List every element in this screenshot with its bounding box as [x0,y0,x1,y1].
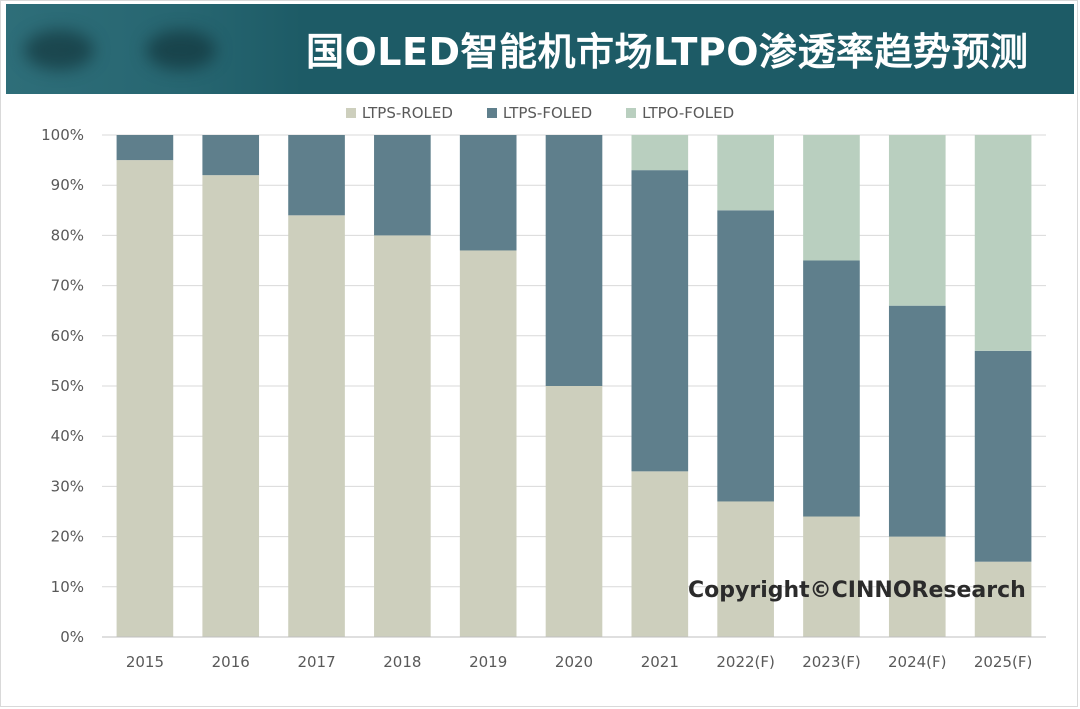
bar-segment-ltps-roled [888,536,946,637]
bar-segment-ltps-roled [545,386,603,637]
y-tick-label: 50% [51,377,84,395]
bar-segment-ltps-roled [374,235,431,637]
bar-segment-ltps-foled [631,170,689,472]
blurred-logo-shape [24,30,94,70]
legend: LTPS-ROLED LTPS-FOLED LTPO-FOLED [0,102,1080,124]
bar-segment-ltps-roled [803,516,860,637]
legend-label: LTPO-FOLED [642,104,735,122]
x-tick-label: 2020 [555,653,593,671]
chart-title: 国OLED智能机市场LTPO渗透率趋势预测 [306,30,1029,74]
bar-segment-ltps-roled [717,501,774,637]
bar-segment-ltps-foled [202,135,260,176]
blurred-logo-shape [146,30,216,70]
bar-segment-ltps-foled [459,135,517,251]
bar-segment-ltps-foled [803,260,860,517]
bar-segment-ltpo-foled [631,135,689,171]
legend-label: LTPS-ROLED [361,104,453,122]
x-tick-label: 2019 [469,653,507,671]
bar-segment-ltps-roled [116,160,174,637]
bar-segment-ltps-roled [974,561,1032,637]
bar-segment-ltps-roled [631,471,689,637]
bar-segment-ltps-roled [288,215,345,637]
x-tick-label: 2024(F) [888,653,947,671]
legend-item-ltps-foled: LTPS-FOLED [486,104,593,122]
x-tick-label: 2016 [212,653,250,671]
bar-segment-ltpo-foled [803,135,860,261]
x-tick-label: 2015 [126,653,164,671]
bar-segment-ltps-foled [374,135,431,236]
legend-swatch [345,108,356,118]
y-tick-label: 70% [51,277,84,295]
y-tick-label: 80% [51,226,84,244]
bar-segment-ltps-roled [202,175,260,637]
x-tick-label: 2025(F) [974,653,1033,671]
y-tick-label: 90% [51,176,84,194]
bar-segment-ltpo-foled [888,135,946,306]
x-tick-label: 2018 [383,653,421,671]
bar-segment-ltps-foled [116,135,174,161]
legend-swatch [486,108,497,118]
bar-segment-ltps-foled [974,350,1032,562]
x-tick-label: 2022(F) [716,653,775,671]
y-tick-label: 20% [51,528,84,546]
y-tick-label: 40% [51,427,84,445]
copyright-watermark: Copyright©CINNOResearch [688,578,1026,603]
bar-segment-ltps-foled [888,305,946,537]
legend-label: LTPS-FOLED [502,104,593,122]
y-tick-label: 30% [51,477,84,495]
y-tick-label: 100% [41,126,84,144]
banner-image-area [6,4,302,94]
y-tick-label: 60% [51,327,84,345]
x-tick-label: 2023(F) [802,653,861,671]
bar-segment-ltps-foled [717,210,774,502]
bar-segment-ltpo-foled [974,135,1032,351]
y-tick-label: 0% [60,628,84,646]
title-banner: 国OLED智能机市场LTPO渗透率趋势预测 [6,4,1074,94]
bar-segment-ltps-foled [288,135,345,216]
x-tick-label: 2021 [641,653,679,671]
legend-swatch [626,108,637,118]
legend-item-ltps-roled: LTPS-ROLED [345,104,453,122]
x-tick-label: 2017 [297,653,335,671]
legend-item-ltpo-foled: LTPO-FOLED [626,104,734,122]
y-tick-label: 10% [51,578,84,596]
bar-segment-ltps-roled [459,250,517,637]
bar-segment-ltps-foled [545,135,603,386]
bar-segment-ltpo-foled [717,135,774,211]
